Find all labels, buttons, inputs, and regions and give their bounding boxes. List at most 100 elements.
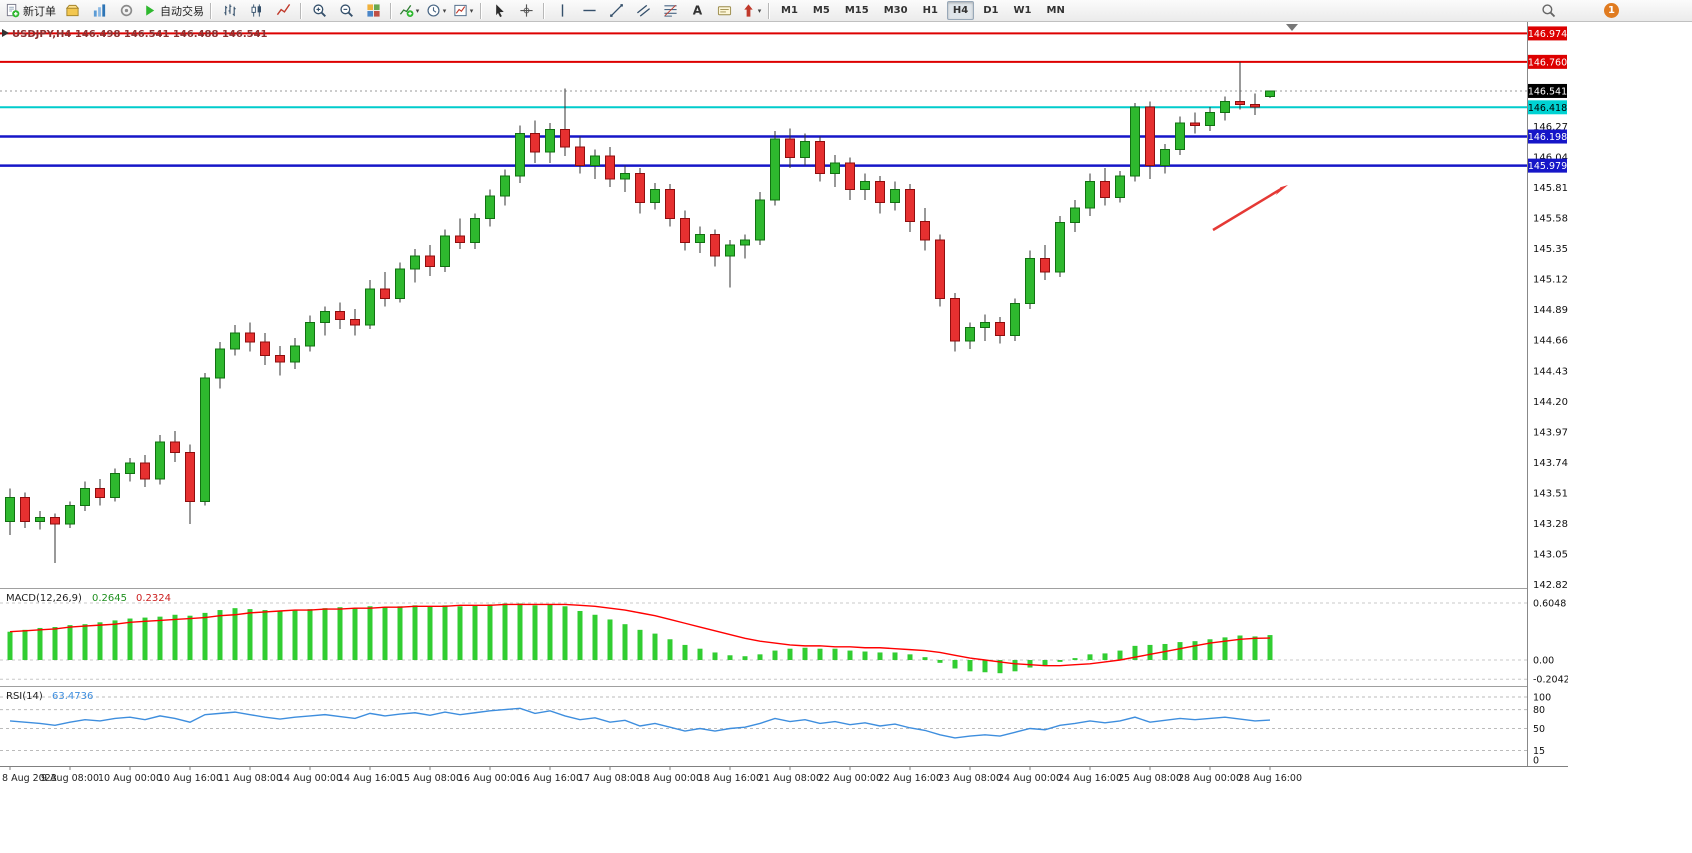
toolbar-separator: [768, 2, 770, 19]
macd-hist-bar: [1102, 653, 1108, 660]
line-chart-button[interactable]: [270, 1, 296, 21]
trend-arrow-annotation[interactable]: [1212, 185, 1288, 232]
candle-body: [215, 348, 225, 379]
price-axis[interactable]: 146.275 146.045 145.815 145.585 145.355 145.1…: [1527, 22, 1574, 853]
candle-body: [920, 220, 930, 241]
timeframe-w1-button[interactable]: W1: [1013, 5, 1032, 16]
periods-button[interactable]: ▾: [423, 1, 449, 21]
candle-body: [470, 218, 480, 244]
vertical-line-button[interactable]: [549, 1, 575, 21]
zoom-out-button[interactable]: [333, 1, 359, 21]
chevron-down-icon[interactable]: ▾: [469, 6, 474, 15]
indicators-button[interactable]: ▾: [396, 1, 422, 21]
chart-window[interactable]: USDJPY,H4 146.498 146.541 146.488 146.54…: [0, 22, 1574, 853]
macd-hist-bar: [397, 606, 403, 660]
macd-hist-bar: [727, 655, 733, 660]
macd-hist-bar: [472, 605, 478, 660]
crosshair-button[interactable]: [513, 1, 539, 21]
new-order-button[interactable]: 新订单: [3, 1, 58, 21]
candle-body: [305, 321, 315, 347]
zoom-in-icon: [312, 3, 327, 18]
timeframe-d1-button[interactable]: D1: [983, 5, 999, 16]
candle-body: [410, 255, 420, 270]
equidistant-channel-button[interactable]: [630, 1, 656, 21]
macd-hist-bar: [982, 660, 988, 673]
candle-body: [35, 517, 45, 523]
macd-hist-bar: [877, 652, 883, 660]
time-tick-label: 11 Aug 08:00: [218, 773, 282, 784]
arrows-button[interactable]: ▾: [738, 1, 764, 21]
cursor-button[interactable]: [486, 1, 512, 21]
chart-title: USDJPY,H4 146.498 146.541 146.488 146.54…: [12, 29, 268, 40]
price-level-box-label: 146.760: [1528, 57, 1567, 68]
macd-hist-bar: [697, 648, 703, 660]
chevron-down-icon[interactable]: ▾: [757, 6, 762, 15]
macd-hist-bar: [1267, 635, 1273, 660]
strategy-tester-button[interactable]: [113, 1, 139, 21]
bar-chart-icon: [222, 3, 237, 18]
timeframe-mn-button[interactable]: MN: [1046, 5, 1065, 16]
text-label-button[interactable]: [711, 1, 737, 21]
candle-body: [755, 199, 765, 241]
candle-body: [725, 244, 735, 257]
new-order-button-label: 新订单: [23, 4, 56, 18]
chevron-down-icon[interactable]: ▾: [442, 6, 447, 15]
price-chart-canvas[interactable]: USDJPY,H4 146.498 146.541 146.488 146.54…: [0, 22, 1574, 853]
templates-button[interactable]: ▾: [450, 1, 476, 21]
macd-axis-label: -0.2042: [1533, 675, 1568, 686]
trendline-button[interactable]: [603, 1, 629, 21]
timeframe-m5-button[interactable]: M5: [812, 5, 830, 16]
price-level-box: [1528, 54, 1567, 69]
macd-hist-bar: [1027, 660, 1033, 668]
candle-body: [620, 172, 630, 180]
candle-body: [845, 162, 855, 190]
chevron-down-icon[interactable]: ▾: [415, 6, 420, 15]
candle-body: [80, 487, 90, 507]
macd-hist-bar: [892, 652, 898, 660]
time-tick-label: 23 Aug 08:00: [938, 773, 1002, 784]
macd-hist-bar: [22, 629, 28, 660]
hline-icon: [582, 3, 597, 18]
price-tick-label: 145.585: [1533, 213, 1568, 224]
text-button[interactable]: A: [684, 1, 710, 21]
candle-body: [965, 327, 975, 342]
market-watch-button[interactable]: [86, 1, 112, 21]
zoom-in-button[interactable]: [306, 1, 332, 21]
macd-hist-bar: [1087, 654, 1093, 660]
timeframe-m30-button[interactable]: M30: [883, 5, 908, 16]
play-green-icon: [142, 3, 157, 18]
macd-hist-bar: [1042, 660, 1048, 666]
headset-icon: [119, 3, 134, 18]
auto-trading-button-label: 自动交易: [160, 4, 204, 18]
price-tick-label: 144.205: [1533, 397, 1568, 408]
horizontal-line-button[interactable]: [576, 1, 602, 21]
chart-shift-marker[interactable]: [1286, 24, 1298, 31]
candle-body: [1235, 101, 1245, 105]
time-tick-label: 9 Aug 08:00: [41, 773, 99, 784]
bar-chart-button[interactable]: [216, 1, 242, 21]
candle-body: [440, 235, 450, 267]
fibonacci-button[interactable]: [657, 1, 683, 21]
candle-body: [590, 155, 600, 166]
macd-hist-bar: [412, 605, 418, 660]
candle-body: [1070, 207, 1080, 224]
macd-hist-bar: [952, 660, 958, 669]
timeframe-h1-button[interactable]: H1: [922, 5, 938, 16]
price-tick-label: 143.285: [1533, 519, 1568, 530]
timeframe-h4-button[interactable]: H4: [946, 1, 975, 20]
search-button[interactable]: [1535, 1, 1561, 21]
candlestick-chart-button[interactable]: [243, 1, 269, 21]
tile-windows-button[interactable]: [360, 1, 386, 21]
notification-badge[interactable]: 1: [1604, 3, 1619, 18]
candle-body: [140, 462, 150, 480]
timeframe-m1-button[interactable]: M1: [781, 5, 798, 16]
time-tick-label: 14 Aug 16:00: [338, 773, 402, 784]
macd-hist-bar: [682, 644, 688, 660]
candle-body: [905, 188, 915, 222]
timeframe-m15-button[interactable]: M15: [844, 5, 869, 16]
auto-trading-button[interactable]: 自动交易: [140, 1, 206, 21]
rsi-axis-label: 50: [1533, 724, 1545, 735]
metaeditor-button[interactable]: [59, 1, 85, 21]
price-tick-label: 144.665: [1533, 336, 1568, 347]
